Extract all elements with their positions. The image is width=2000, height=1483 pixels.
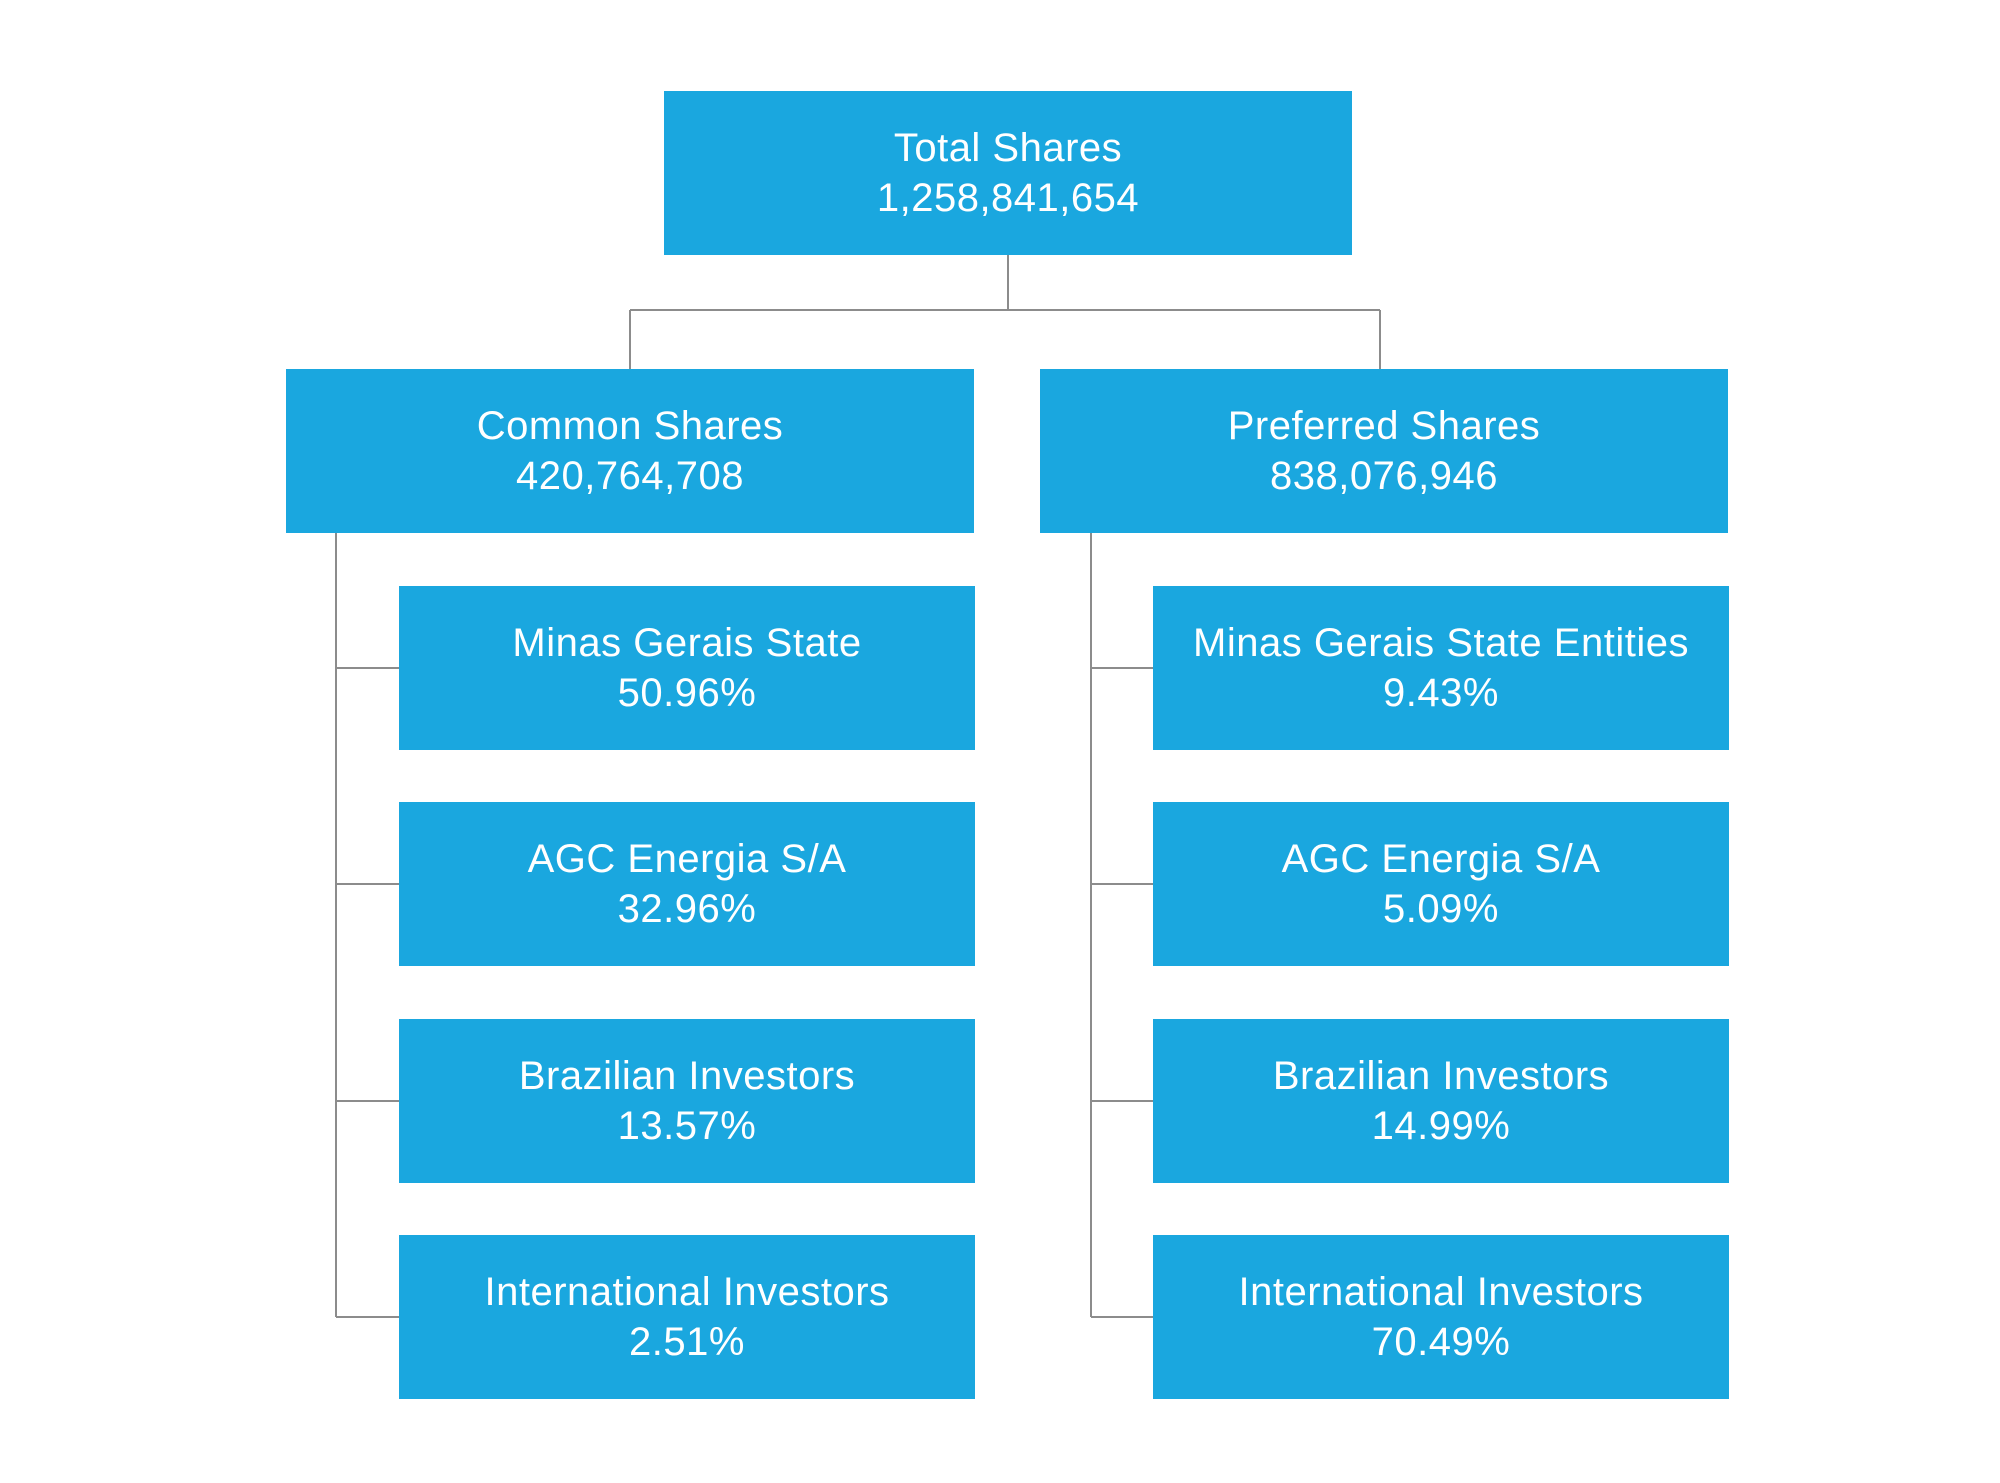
holder-label: International Investors bbox=[1238, 1270, 1644, 1314]
holder-percentage: 13.57% bbox=[617, 1104, 757, 1148]
holder-label: Brazilian Investors bbox=[1272, 1054, 1610, 1098]
preferred-shares-value: 838,076,946 bbox=[1270, 454, 1498, 498]
preferred-holder-box: International Investors 70.49% bbox=[1153, 1235, 1729, 1399]
holder-label: Minas Gerais State bbox=[512, 621, 862, 665]
total-shares-box: Total Shares 1,258,841,654 bbox=[664, 91, 1352, 255]
common-holder-box: International Investors 2.51% bbox=[399, 1235, 975, 1399]
preferred-shares-label: Preferred Shares bbox=[1227, 404, 1541, 448]
common-holder-box: Brazilian Investors 13.57% bbox=[399, 1019, 975, 1183]
holder-percentage: 2.51% bbox=[629, 1320, 745, 1364]
holder-percentage: 70.49% bbox=[1371, 1320, 1511, 1364]
holder-percentage: 5.09% bbox=[1383, 887, 1499, 931]
preferred-holder-box: Brazilian Investors 14.99% bbox=[1153, 1019, 1729, 1183]
holder-label: International Investors bbox=[484, 1270, 890, 1314]
common-holder-box: AGC Energia S/A 32.96% bbox=[399, 802, 975, 966]
holder-percentage: 32.96% bbox=[617, 887, 757, 931]
holder-percentage: 50.96% bbox=[617, 671, 757, 715]
holder-percentage: 9.43% bbox=[1383, 671, 1499, 715]
holder-label: Minas Gerais State Entities bbox=[1193, 621, 1689, 665]
holder-label: Brazilian Investors bbox=[518, 1054, 856, 1098]
preferred-holder-box: AGC Energia S/A 5.09% bbox=[1153, 802, 1729, 966]
common-holder-box: Minas Gerais State 50.96% bbox=[399, 586, 975, 750]
holder-label: AGC Energia S/A bbox=[1281, 837, 1601, 881]
preferred-shares-box: Preferred Shares 838,076,946 bbox=[1040, 369, 1728, 533]
total-shares-label: Total Shares bbox=[893, 126, 1123, 170]
holder-percentage: 14.99% bbox=[1371, 1104, 1511, 1148]
preferred-holder-box: Minas Gerais State Entities 9.43% bbox=[1153, 586, 1729, 750]
holder-label: AGC Energia S/A bbox=[527, 837, 847, 881]
common-shares-value: 420,764,708 bbox=[516, 454, 744, 498]
common-shares-label: Common Shares bbox=[476, 404, 784, 448]
total-shares-value: 1,258,841,654 bbox=[876, 176, 1140, 220]
common-shares-box: Common Shares 420,764,708 bbox=[286, 369, 974, 533]
